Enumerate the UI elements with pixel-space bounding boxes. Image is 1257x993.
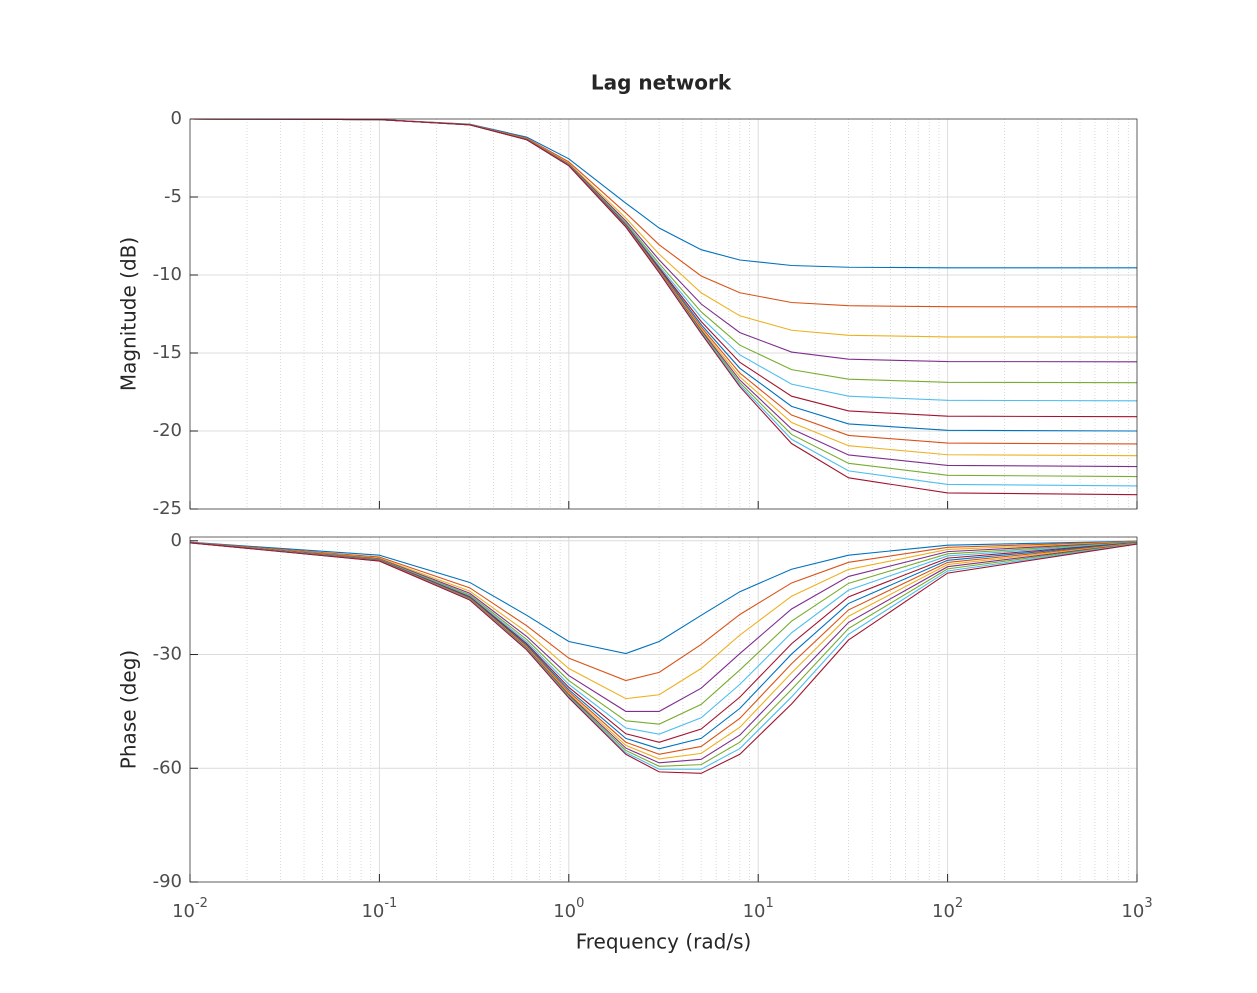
tick-base: 10 xyxy=(743,901,766,922)
line-series xyxy=(189,541,1138,735)
y-tick-label: -5 xyxy=(164,186,182,207)
plot-area xyxy=(190,119,1137,509)
y-tick-label: -90 xyxy=(153,871,182,892)
y-tick-label: -30 xyxy=(153,644,182,665)
y-tick-label: 0 xyxy=(171,530,182,551)
axes-box xyxy=(189,118,1138,510)
y-tick-label: 0 xyxy=(171,108,182,129)
y-axis-label: Phase (deg) xyxy=(117,650,141,769)
y-tick-label: -15 xyxy=(153,342,182,363)
tick-exponent: -2 xyxy=(195,896,208,911)
line-series xyxy=(189,542,1138,774)
line-series xyxy=(189,541,1138,743)
line-series xyxy=(189,541,1138,725)
y-axis-label: Magnitude (dB) xyxy=(117,237,141,391)
tick-exponent: 2 xyxy=(955,896,963,911)
y-tick-label: -20 xyxy=(153,420,182,441)
line-series xyxy=(189,542,1138,750)
tick-base: 10 xyxy=(932,901,955,922)
line-series xyxy=(189,540,1138,655)
x-tick-label: 100 xyxy=(553,896,584,923)
line-series xyxy=(189,541,1138,712)
x-axis-label: Frequency (rad/s) xyxy=(576,930,752,954)
y-tick-label: -60 xyxy=(153,757,182,778)
chart-title: Lag network xyxy=(591,71,732,95)
x-tick-label: 103 xyxy=(1121,896,1152,923)
line-series xyxy=(189,540,1138,682)
x-tick-label: 101 xyxy=(743,896,774,923)
tick-base: 10 xyxy=(553,901,576,922)
y-tick-label: -25 xyxy=(153,498,182,519)
x-tick-label: 10-1 xyxy=(361,896,397,923)
y-tick-label: -10 xyxy=(153,264,182,285)
x-tick-label: 102 xyxy=(932,896,963,923)
line-series xyxy=(189,541,1138,700)
tick-exponent: 0 xyxy=(576,896,584,911)
tick-exponent: 3 xyxy=(1144,896,1152,911)
x-tick-label: 10-2 xyxy=(172,896,208,923)
tick-exponent: -1 xyxy=(384,896,397,911)
tick-exponent: 1 xyxy=(766,896,774,911)
axes-box xyxy=(189,536,1138,883)
tick-base: 10 xyxy=(172,901,195,922)
tick-base: 10 xyxy=(361,901,384,922)
tick-base: 10 xyxy=(1121,901,1144,922)
line-series xyxy=(189,118,1138,496)
